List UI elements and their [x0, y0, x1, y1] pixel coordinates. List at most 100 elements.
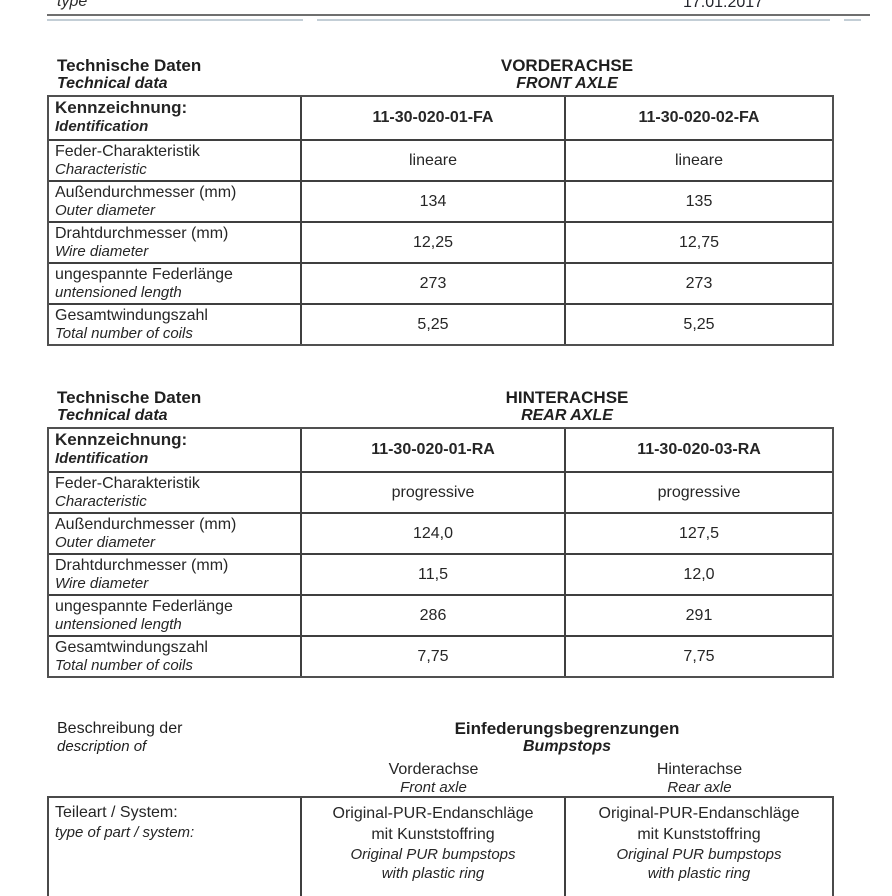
bumpstops-front-en-line2: with plastic ring — [381, 865, 485, 882]
row-label: Außendurchmesser (mm) Outer diameter — [49, 514, 300, 553]
bumpstops-heading-center: Einfederungsbegrenzungen Bumpstops — [300, 720, 834, 756]
identification-label-de: Kennzeichnung: — [55, 98, 188, 117]
row-label-de: ungespannte Federlänge — [55, 598, 233, 615]
rear-axle-heading-left: Technische Daten Technical data — [57, 389, 201, 425]
bumpstops-desc-en: description of — [57, 738, 147, 755]
row-value-1: 124,0 — [300, 514, 564, 553]
table-row: Drahtdurchmesser (mm) Wire diameter 11,5… — [49, 553, 832, 594]
row-value-1: 12,25 — [300, 223, 564, 262]
bumpstops-front-de-line1: Original-PUR-Endanschläge — [332, 805, 534, 822]
identification-label: Kennzeichnung: Identification — [49, 97, 300, 139]
section-title-de: Technische Daten — [57, 56, 202, 75]
row-label: Gesamtwindungszahl Total number of coils — [49, 305, 300, 344]
type-label: type — [57, 0, 88, 10]
bumpstops-col-rear-en: Rear axle — [667, 779, 732, 796]
row-label-en: untensioned length — [55, 616, 182, 633]
row-value-1: 134 — [300, 182, 564, 221]
header-rule-light-2 — [317, 19, 830, 21]
bumpstops-rear-en-line2: with plastic ring — [647, 865, 751, 882]
spec-table-rear: Kennzeichnung: Identification 11-30-020-… — [47, 427, 834, 678]
row-label: Gesamtwindungszahl Total number of coils — [49, 637, 300, 676]
rear-axle-heading-center: HINTERACHSE REAR AXLE — [300, 389, 834, 425]
table-row: Gesamtwindungszahl Total number of coils… — [49, 303, 832, 344]
row-value-2: 273 — [564, 264, 832, 303]
row-value-2: 7,75 — [564, 637, 832, 676]
table-header-row: Kennzeichnung: Identification 11-30-020-… — [49, 97, 832, 139]
table-header-row: Kennzeichnung: Identification 11-30-020-… — [49, 429, 832, 471]
row-label-en: Outer diameter — [55, 534, 156, 551]
row-value-1: 7,75 — [300, 637, 564, 676]
header-rule-light-3 — [844, 19, 861, 21]
row-value-2: 291 — [564, 596, 832, 635]
row-value-1: progressive — [300, 473, 564, 512]
axle-title-de: HINTERACHSE — [505, 388, 629, 407]
row-label-en: Outer diameter — [55, 202, 156, 219]
table-row: Außendurchmesser (mm) Outer diameter 124… — [49, 512, 832, 553]
row-label-de: Gesamtwindungszahl — [55, 307, 208, 324]
row-value-2: 127,5 — [564, 514, 832, 553]
row-label-de: Außendurchmesser (mm) — [55, 184, 237, 201]
part-id-2: 11-30-020-02-FA — [564, 97, 832, 139]
identification-label-en: Identification — [55, 450, 149, 467]
part-id-1: 11-30-020-01-FA — [300, 97, 564, 139]
row-label-en: Characteristic — [55, 161, 147, 178]
identification-label-de: Kennzeichnung: — [55, 430, 188, 449]
bumpstops-front-de-line2: mit Kunststoffring — [371, 826, 495, 843]
row-label-de: Drahtdurchmesser (mm) — [55, 225, 229, 242]
bumpstops-title-de: Einfederungsbegrenzungen — [454, 719, 680, 738]
row-value-2: lineare — [564, 141, 832, 180]
header-rule-light-1 — [47, 19, 303, 21]
row-label-de: Feder-Charakteristik — [55, 475, 200, 492]
row-label-de: Drahtdurchmesser (mm) — [55, 557, 229, 574]
bumpstops-front-en-line1: Original PUR bumpstops — [350, 846, 516, 863]
row-value-2: 12,0 — [564, 555, 832, 594]
revision-date: 17.01.2017 — [683, 0, 764, 11]
bumpstops-row-label-en: type of part / system: — [55, 824, 195, 841]
section-title-en: Technical data — [57, 407, 168, 424]
row-value-2: 135 — [564, 182, 832, 221]
bumpstops-table: Teileart / System: type of part / system… — [47, 796, 834, 896]
bumpstops-col-front-de: Vorderachse — [388, 761, 479, 778]
row-label-de: Feder-Charakteristik — [55, 143, 200, 160]
bumpstops-desc-de: Beschreibung der — [57, 720, 183, 737]
bumpstops-cell-front: Original-PUR-Endanschläge mit Kunststoff… — [300, 798, 564, 896]
identification-label-en: Identification — [55, 118, 149, 135]
bumpstops-rear-en-line1: Original PUR bumpstops — [616, 846, 782, 863]
bumpstops-rear-de-line2: mit Kunststoffring — [637, 826, 761, 843]
row-value-1: lineare — [300, 141, 564, 180]
table-row: Feder-Charakteristik Characteristic line… — [49, 139, 832, 180]
row-value-1: 273 — [300, 264, 564, 303]
bumpstops-row-label: Teileart / System: type of part / system… — [49, 798, 300, 896]
row-label-en: Total number of coils — [55, 325, 193, 342]
bumpstops-rear-de-line1: Original-PUR-Endanschläge — [598, 805, 800, 822]
bumpstops-cell-rear: Original-PUR-Endanschläge mit Kunststoff… — [564, 798, 832, 896]
part-id-2: 11-30-020-03-RA — [564, 429, 832, 471]
row-label: Drahtdurchmesser (mm) Wire diameter — [49, 555, 300, 594]
bumpstops-col-front-en: Front axle — [400, 779, 467, 796]
table-row: ungespannte Federlänge untensioned lengt… — [49, 262, 832, 303]
row-label-en: Wire diameter — [55, 575, 149, 592]
row-label-de: ungespannte Federlänge — [55, 266, 233, 283]
section-title-de: Technische Daten — [57, 388, 202, 407]
table-row: Außendurchmesser (mm) Outer diameter 134… — [49, 180, 832, 221]
row-value-2: 12,75 — [564, 223, 832, 262]
section-title-en: Technical data — [57, 75, 168, 92]
front-axle-heading-left: Technische Daten Technical data — [57, 57, 201, 93]
bumpstops-col-front: Vorderachse Front axle — [302, 760, 565, 797]
row-label: Feder-Charakteristik Characteristic — [49, 473, 300, 512]
row-label-de: Gesamtwindungszahl — [55, 639, 208, 656]
row-label-de: Außendurchmesser (mm) — [55, 516, 237, 533]
table-row: Gesamtwindungszahl Total number of coils… — [49, 635, 832, 676]
row-label-en: Characteristic — [55, 493, 147, 510]
row-value-1: 5,25 — [300, 305, 564, 344]
table-row: Feder-Charakteristik Characteristic prog… — [49, 471, 832, 512]
row-label: Drahtdurchmesser (mm) Wire diameter — [49, 223, 300, 262]
row-label: ungespannte Federlänge untensioned lengt… — [49, 596, 300, 635]
bumpstops-col-rear: Hinterachse Rear axle — [565, 760, 834, 797]
front-axle-heading-center: VORDERACHSE FRONT AXLE — [300, 57, 834, 93]
bumpstops-heading-left: Beschreibung der description of — [57, 720, 182, 756]
row-value-1: 11,5 — [300, 555, 564, 594]
axle-title-en: FRONT AXLE — [516, 75, 618, 92]
header-rule — [47, 14, 870, 16]
